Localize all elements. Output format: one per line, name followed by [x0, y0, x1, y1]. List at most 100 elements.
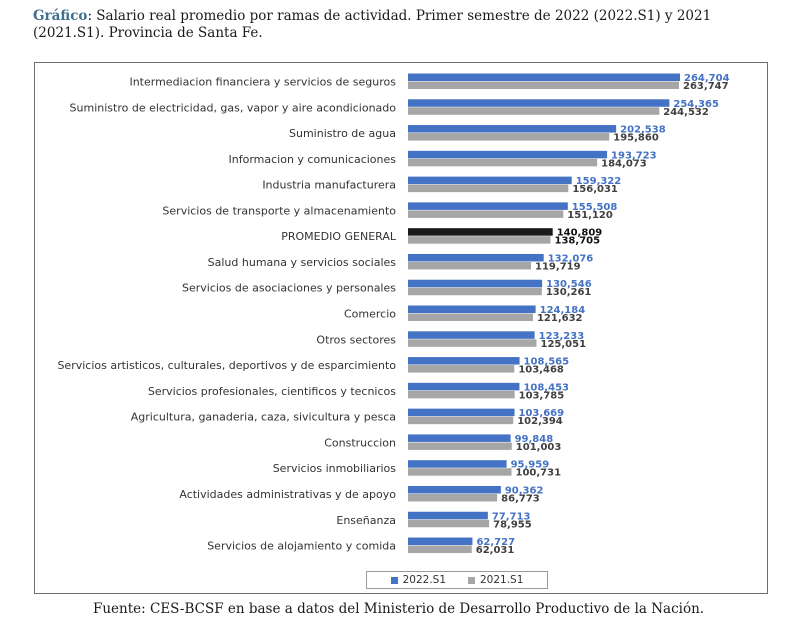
- bar-2022-s1-comercio: [408, 305, 536, 314]
- value-label-2021-s1-agricultura-ganaderia-caza-sivicultura-y-pesca: 102,394: [517, 416, 563, 427]
- bar-2021-s1-actividades-administrativas-y-de-apoyo: [408, 493, 498, 502]
- category-label-salud-humana-y-servicios-sociales: Salud humana y servicios sociales: [208, 256, 397, 269]
- value-label-2021-s1-salud-humana-y-servicios-sociales: 119,719: [535, 261, 581, 272]
- bar-2021-s1-agricultura-ganaderia-caza-sivicultura-y-pesca: [408, 416, 514, 425]
- bar-2022-s1-salud-humana-y-servicios-sociales: [408, 253, 544, 262]
- bar-2021-s1-promedio-general: [408, 236, 551, 244]
- category-label-servicios-de-alojamiento-y-comida: Servicios de alojamiento y comida: [207, 540, 396, 553]
- category-label-suministro-de-agua: Suministro de agua: [289, 127, 396, 140]
- legend-item-2022: 2022.S1: [390, 574, 446, 586]
- bar-2021-s1-servicios-inmobiliarios: [408, 468, 512, 476]
- category-label-servicios-profesionales-cientificos-y-tecnicos: Servicios profesionales, cientificos y t…: [148, 385, 396, 398]
- value-label-2022-s1-ensenanza: 77,713: [492, 511, 531, 522]
- category-label-suministro-de-electricidad-gas-vapor-y-aire-acondicionado: Suministro de electricidad, gas, vapor y…: [70, 101, 397, 114]
- value-label-2022-s1-comercio: 124,184: [540, 305, 586, 316]
- value-label-2022-s1-promedio-general: 140,809: [557, 228, 603, 239]
- bar-2021-s1-intermediacion-financiera-y-servicios-de-seguros: [408, 81, 680, 89]
- legend-swatch-2022: [390, 576, 398, 584]
- value-label-2021-s1-suministro-de-agua: 195,860: [613, 133, 659, 144]
- category-label-industria-manufacturera: Industria manufacturera: [262, 179, 396, 192]
- category-label-intermediacion-financiera-y-servicios-de-seguros: Intermediacion financiera y servicios de…: [129, 76, 396, 89]
- value-label-2021-s1-servicios-de-asociaciones-y-personales: 130,261: [546, 287, 592, 298]
- legend-swatch-2021: [468, 576, 475, 584]
- value-label-2022-s1-servicios-de-asociaciones-y-personales: 130,546: [546, 279, 592, 290]
- category-label-otros-sectores: Otros sectores: [316, 333, 396, 346]
- category-label-servicios-artisticos-culturales-deportivos-y-de-esparcimiento: Servicios artisticos, culturales, deport…: [57, 359, 396, 372]
- bar-2022-s1-industria-manufacturera: [408, 176, 572, 185]
- bar-2021-s1-servicios-profesionales-cientificos-y-tecnicos: [408, 390, 515, 399]
- value-label-2022-s1-suministro-de-agua: 202,538: [620, 125, 666, 136]
- bar-2021-s1-suministro-de-agua: [408, 133, 610, 141]
- category-label-servicios-inmobiliarios: Servicios inmobiliarios: [273, 462, 397, 475]
- bar-2021-s1-otros-sectores: [408, 339, 537, 347]
- value-label-2021-s1-industria-manufacturera: 156,031: [572, 184, 618, 195]
- bar-2022-s1-otros-sectores: [408, 331, 535, 339]
- value-label-2022-s1-construccion: 99,848: [515, 434, 554, 445]
- value-label-2021-s1-servicios-de-alojamiento-y-comida: 62,031: [476, 545, 515, 556]
- bar-2022-s1-servicios-artisticos-culturales-deportivos-y-de-esparcimiento: [408, 357, 520, 365]
- chart-caption: Gráfico: Salario real promedio por ramas…: [33, 8, 753, 42]
- caption-lead: Gráfico: [33, 8, 88, 24]
- value-label-2022-s1-informacion-y-comunicaciones: 193,723: [611, 150, 657, 161]
- value-label-2021-s1-construccion: 101,003: [516, 442, 562, 453]
- value-label-2022-s1-agricultura-ganaderia-caza-sivicultura-y-pesca: 103,669: [519, 408, 565, 419]
- category-label-promedio-general: PROMEDIO GENERAL: [281, 230, 397, 243]
- bar-2021-s1-servicios-de-asociaciones-y-personales: [408, 287, 542, 296]
- bar-2022-s1-promedio-general: [408, 228, 553, 236]
- value-label-2022-s1-servicios-de-transporte-y-almacenamiento: 155,508: [572, 202, 618, 213]
- bar-2022-s1-suministro-de-agua: [408, 125, 617, 133]
- bar-2022-s1-servicios-de-asociaciones-y-personales: [408, 279, 543, 288]
- category-label-ensenanza: Enseñanza: [336, 514, 396, 527]
- caption-text: : Salario real promedio por ramas de act…: [33, 8, 712, 41]
- bar-2022-s1-actividades-administrativas-y-de-apoyo: [408, 485, 501, 494]
- value-label-2021-s1-otros-sectores: 125,051: [541, 339, 587, 350]
- bar-2021-s1-suministro-de-electricidad-gas-vapor-y-aire-acondicionado: [408, 107, 660, 115]
- bar-2021-s1-industria-manufacturera: [408, 184, 569, 193]
- value-label-2021-s1-ensenanza: 78,955: [493, 519, 532, 530]
- value-label-2021-s1-servicios-profesionales-cientificos-y-tecnicos: 103,785: [519, 390, 565, 401]
- bar-2021-s1-comercio: [408, 313, 533, 322]
- legend-label-2021: 2021.S1: [480, 574, 524, 586]
- bar-2021-s1-servicios-artisticos-culturales-deportivos-y-de-esparcimiento: [408, 365, 515, 373]
- bar-2022-s1-suministro-de-electricidad-gas-vapor-y-aire-acondicionado: [408, 99, 670, 107]
- value-label-2021-s1-servicios-de-transporte-y-almacenamiento: 151,120: [567, 210, 613, 221]
- bar-2022-s1-ensenanza: [408, 511, 488, 520]
- bar-2021-s1-servicios-de-alojamiento-y-comida: [408, 545, 472, 554]
- bar-2022-s1-informacion-y-comunicaciones: [408, 150, 608, 159]
- chart-legend: 2022.S1 2021.S1: [366, 571, 548, 589]
- value-label-2022-s1-actividades-administrativas-y-de-apoyo: 90,362: [505, 485, 544, 496]
- value-label-2022-s1-servicios-inmobiliarios: 95,959: [511, 460, 550, 471]
- legend-label-2022: 2022.S1: [402, 574, 446, 586]
- value-label-2022-s1-servicios-de-alojamiento-y-comida: 62,727: [476, 537, 515, 548]
- category-label-agricultura-ganaderia-caza-sivicultura-y-pesca: Agricultura, ganaderia, caza, sivicultur…: [131, 411, 396, 424]
- value-label-2021-s1-servicios-inmobiliarios: 100,731: [516, 468, 562, 479]
- value-label-2022-s1-servicios-artisticos-culturales-deportivos-y-de-esparcimiento: 108,565: [524, 357, 570, 368]
- value-label-2021-s1-informacion-y-comunicaciones: 184,073: [601, 158, 647, 169]
- bar-2022-s1-construccion: [408, 434, 511, 442]
- value-label-2022-s1-industria-manufacturera: 159,322: [576, 176, 622, 187]
- bar-2021-s1-servicios-de-transporte-y-almacenamiento: [408, 210, 564, 218]
- category-label-comercio: Comercio: [344, 308, 396, 321]
- bar-2022-s1-servicios-de-alojamiento-y-comida: [408, 537, 473, 546]
- value-label-2022-s1-otros-sectores: 123,233: [539, 331, 585, 342]
- category-label-construccion: Construccion: [324, 436, 396, 449]
- chart-frame: [34, 62, 768, 594]
- bar-2022-s1-servicios-inmobiliarios: [408, 460, 507, 468]
- bar-2022-s1-servicios-profesionales-cientificos-y-tecnicos: [408, 382, 520, 391]
- value-label-2021-s1-servicios-artisticos-culturales-deportivos-y-de-esparcimiento: 103,468: [518, 365, 564, 376]
- bar-chart: Intermediacion financiera y servicios de…: [57, 73, 730, 556]
- bar-2022-s1-servicios-de-transporte-y-almacenamiento: [408, 202, 568, 210]
- category-label-actividades-administrativas-y-de-apoyo: Actividades administrativas y de apoyo: [179, 488, 396, 501]
- legend-item-2021: 2021.S1: [468, 574, 523, 586]
- bar-2021-s1-salud-humana-y-servicios-sociales: [408, 261, 532, 270]
- bar-2022-s1-intermediacion-financiera-y-servicios-de-seguros: [408, 73, 680, 81]
- bar-2022-s1-agricultura-ganaderia-caza-sivicultura-y-pesca: [408, 408, 515, 417]
- value-label-2022-s1-intermediacion-financiera-y-servicios-de-seguros: 264,704: [684, 73, 730, 84]
- value-label-2021-s1-promedio-general: 138,705: [555, 236, 601, 247]
- bar-2021-s1-ensenanza: [408, 519, 490, 528]
- value-label-2021-s1-suministro-de-electricidad-gas-vapor-y-aire-acondicionado: 244,532: [663, 107, 709, 118]
- value-label-2022-s1-suministro-de-electricidad-gas-vapor-y-aire-acondicionado: 254,365: [673, 99, 719, 110]
- value-label-2022-s1-salud-humana-y-servicios-sociales: 132,076: [548, 253, 594, 264]
- category-label-servicios-de-asociaciones-y-personales: Servicios de asociaciones y personales: [182, 282, 396, 295]
- value-label-2022-s1-servicios-profesionales-cientificos-y-tecnicos: 108,453: [523, 382, 569, 393]
